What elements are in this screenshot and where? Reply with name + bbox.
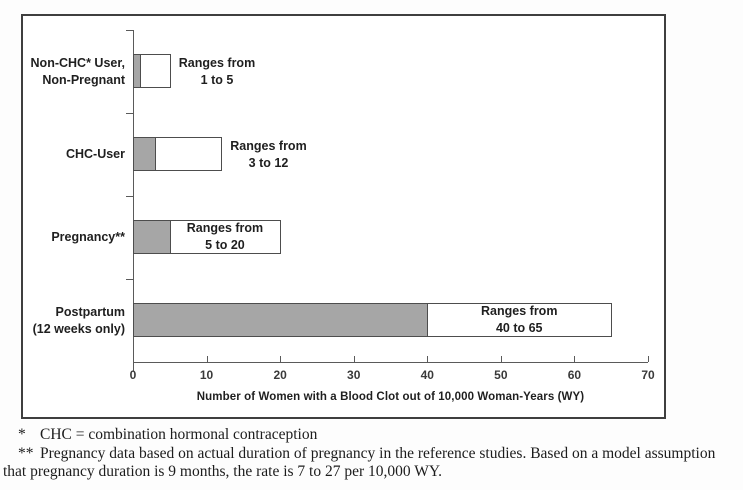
bar-range-segment [427,303,613,337]
plot-area: Non-CHC* User, Non-Pregnant Ranges from 1 t… [23,16,664,417]
bar-range-label-line: Ranges from [186,221,264,235]
bar-range-label-line: Ranges from [481,304,558,318]
footnote-marker: ** [18,444,34,462]
y-axis-tick [126,196,134,197]
bar-range-label-line: 1 to 5 [200,72,234,87]
footnote-text: Pregnancy data based on actual duration … [3,444,716,481]
x-axis-tick [648,356,649,362]
bar-range-label-line: 40 to 65 [495,321,543,335]
category-label-line: Non-Pregnant [42,72,125,87]
x-axis-line [133,362,648,363]
bar-range-label-line: 3 to 12 [248,155,289,170]
x-axis-tick-label: 70 [641,368,655,382]
bar-range-label: Ranges from 40 to 65 [427,303,611,337]
bar-range-label-line: Ranges from [230,138,307,153]
bar-low-segment [133,220,171,254]
x-axis-tick-label: 0 [129,368,137,382]
chart-row: Pregnancy** Ranges from 5 to 20 [23,196,664,279]
category-label-line: Postpartum [55,304,125,319]
chart-row: Non-CHC* User, Non-Pregnant Ranges from 1 t… [23,30,664,113]
chart-row: Postpartum (12 weeks only) Ranges from 40 t… [23,279,664,362]
bar-range-label: Ranges from 5 to 20 [170,220,280,254]
y-axis-tick [126,279,134,280]
x-axis-tick [574,356,576,362]
category-label-line: Pregnancy** [51,230,125,244]
category-label-line: (12 weeks only) [32,321,125,336]
bar-low-segment [133,137,157,171]
x-axis-tick [206,356,208,362]
x-axis-tick [500,356,502,362]
category-label: CHC-User [23,113,125,196]
x-axis-tick-label: 50 [494,368,508,382]
x-axis-tick [133,356,134,362]
category-label-line: Non-CHC* User, [30,55,125,70]
y-axis-tick [126,113,134,114]
x-axis-tick [353,356,355,362]
x-axis-tick [427,356,429,362]
category-label: Non-CHC* User, Non-Pregnant [23,30,125,113]
footnote-text: CHC = combination hormonal contraception [40,426,318,443]
chart-frame: Non-CHC* User, Non-Pregnant Ranges from 1 t… [21,14,666,419]
x-axis-zero-tick [133,363,134,371]
x-axis-title: Number of Women with a Blood Clot out of… [196,391,585,403]
bar-range-label-line: 5 to 20 [205,238,245,252]
category-label: Postpartum (12 weeks only) [23,279,125,362]
bar-range-segment [155,137,223,171]
bar-range-segment [169,220,282,254]
footnote-marker: * [18,426,26,443]
chart-row: CHC-User Ranges from 3 to 12 [23,113,664,196]
footnotes: * CHC = combination hormonal contraceptio… [3,426,739,482]
bar-range-label: Ranges from 3 to 12 [230,113,306,196]
footnote-pregnancy: ** Pregnancy data based on actual duratio… [3,445,739,482]
x-axis-tick [280,356,282,362]
category-label: Pregnancy** [23,196,125,279]
x-axis-tick-label: 60 [567,368,582,382]
y-axis-tick [126,30,134,31]
footnote-chc: * CHC = combination hormonal contraceptio… [3,426,739,445]
x-axis-tick-label: 30 [347,368,361,382]
x-axis-tick-label: 10 [199,368,214,382]
bar-low-segment [133,303,429,337]
bar-range-label-line: Ranges from [178,55,256,70]
x-axis-tick-label: 40 [420,368,434,382]
category-label-line: CHC-User [65,147,125,161]
bar-range-label: Ranges from 1 to 5 [179,30,255,113]
x-axis-tick-label: 20 [273,368,287,382]
bar-range-segment [140,54,171,88]
